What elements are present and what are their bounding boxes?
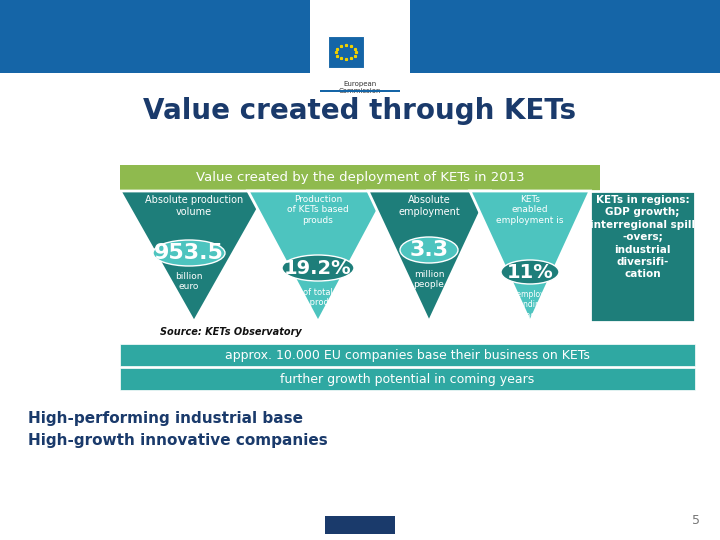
Polygon shape <box>248 191 388 322</box>
Text: KETs
enabled
employment is: KETs enabled employment is <box>496 195 564 225</box>
Text: approx. 10.000 EU companies base their business on KETs: approx. 10.000 EU companies base their b… <box>225 348 590 361</box>
Text: Source: KETs Observatory: Source: KETs Observatory <box>160 327 302 337</box>
Text: European
Commission: European Commission <box>338 81 382 94</box>
Text: High-growth innovative companies: High-growth innovative companies <box>28 433 328 448</box>
Bar <box>310 0 410 93</box>
Polygon shape <box>120 191 268 322</box>
Text: further growth potential in coming years: further growth potential in coming years <box>280 373 535 386</box>
Text: of total
EU-28 production: of total EU-28 production <box>282 288 354 307</box>
Bar <box>120 165 600 191</box>
Ellipse shape <box>282 255 354 281</box>
Ellipse shape <box>400 237 458 263</box>
Text: billion
euro: billion euro <box>175 272 203 292</box>
Text: Value created through KETs: Value created through KETs <box>143 97 577 125</box>
Text: KETs in regions:
GDP growth;
interregional spill
-overs;
industrial
diversifi-
c: KETs in regions: GDP growth; interregion… <box>590 195 695 279</box>
Bar <box>120 344 695 366</box>
Text: 3.3: 3.3 <box>410 240 449 260</box>
Text: Production
of KETs based
prouds: Production of KETs based prouds <box>287 195 349 225</box>
Text: 5: 5 <box>692 514 700 526</box>
Ellipse shape <box>501 260 559 284</box>
Text: Value created by the deployment of KETs in 2013: Value created by the deployment of KETs … <box>196 172 524 185</box>
Ellipse shape <box>153 240 225 266</box>
Text: 19.2%: 19.2% <box>284 259 352 278</box>
Polygon shape <box>368 191 490 322</box>
Text: of all employment
depending on
manufacturing: of all employment depending on manufactu… <box>495 290 564 320</box>
Text: 953.5: 953.5 <box>154 243 224 263</box>
Bar <box>320 90 400 92</box>
Text: 11%: 11% <box>507 262 554 281</box>
Bar <box>328 36 364 68</box>
Bar <box>325 516 395 534</box>
Bar <box>120 368 695 390</box>
Text: Absolute
employment: Absolute employment <box>398 195 460 218</box>
Text: million
people: million people <box>413 270 444 289</box>
Text: High-performing industrial base: High-performing industrial base <box>28 410 303 426</box>
Bar <box>590 191 695 322</box>
Bar <box>0 0 720 73</box>
Text: Absolute production
volume: Absolute production volume <box>145 195 243 218</box>
Polygon shape <box>470 191 590 322</box>
